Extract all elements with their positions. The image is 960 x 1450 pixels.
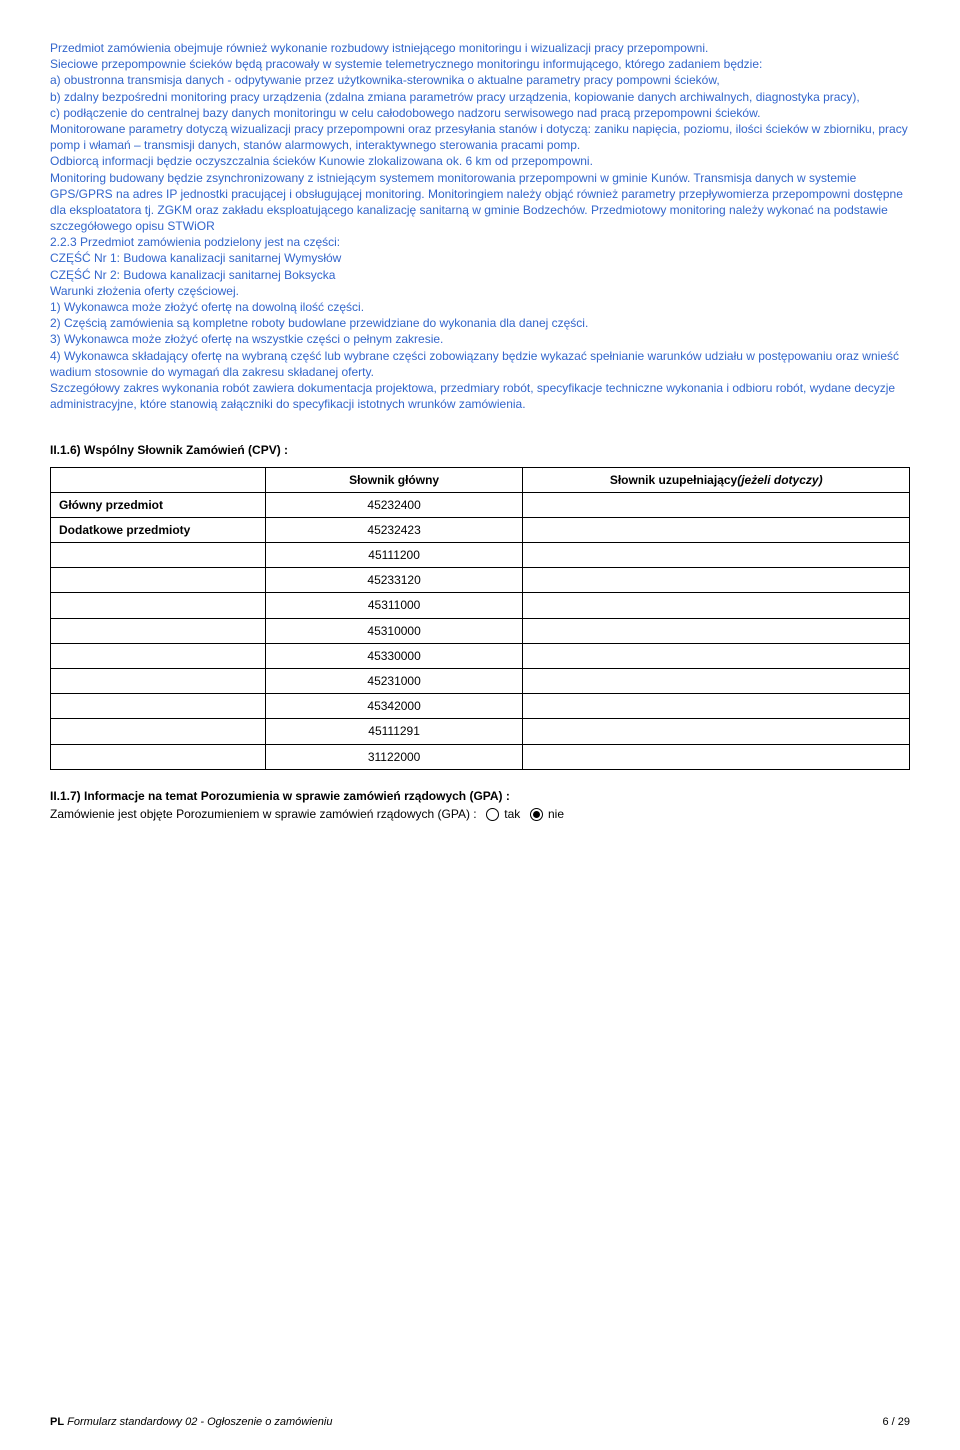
cpv-supp-3 <box>523 593 910 618</box>
body-p17: 4) Wykonawca składający ofertę na wybran… <box>50 348 910 380</box>
cpv-header-row: Słownik główny Słownik uzupełniający(jeż… <box>51 467 910 492</box>
body-p10: 2.2.3 Przedmiot zamówienia podzielony je… <box>50 234 910 250</box>
description-body: Przedmiot zamówienia obejmuje również wy… <box>50 40 910 412</box>
cpv-empty-7 <box>51 694 266 719</box>
cpv-empty-6 <box>51 669 266 694</box>
cpv-header-empty <box>51 467 266 492</box>
cpv-empty-3 <box>51 593 266 618</box>
cpv-empty-4 <box>51 618 266 643</box>
body-p5: c) podłączenie do centralnej bazy danych… <box>50 105 910 121</box>
cpv-header-supp: Słownik uzupełniający(jeżeli dotyczy) <box>523 467 910 492</box>
footer-text: Formularz standardowy 02 - Ogłoszenie o … <box>67 1416 332 1428</box>
cpv-main-label-text: Główny przedmiot <box>59 498 163 512</box>
gpa-no-radio[interactable] <box>530 808 543 821</box>
cpv-empty-5 <box>51 643 266 668</box>
cpv-supp-1 <box>523 543 910 568</box>
footer-code: PL <box>50 1416 64 1428</box>
cpv-add-row-9: 31122000 <box>51 744 910 769</box>
cpv-code-9: 31122000 <box>265 744 523 769</box>
page-footer: PL Formularz standardowy 02 - Ogłoszenie… <box>50 1415 910 1430</box>
cpv-code-5: 45330000 <box>265 643 523 668</box>
cpv-add-row-7: 45342000 <box>51 694 910 719</box>
cpv-main-supp <box>523 492 910 517</box>
cpv-empty-2 <box>51 568 266 593</box>
cpv-code-7: 45342000 <box>265 694 523 719</box>
cpv-main-label: Główny przedmiot <box>51 492 266 517</box>
cpv-add-row-2: 45233120 <box>51 568 910 593</box>
body-p16: 3) Wykonawca może złożyć ofertę na wszys… <box>50 331 910 347</box>
cpv-supp-6 <box>523 669 910 694</box>
cpv-table: Słownik główny Słownik uzupełniający(jeż… <box>50 467 910 770</box>
body-p9: dla eksploatatora tj. ZGKM oraz zakładu … <box>50 202 910 234</box>
body-p11: CZĘŚĆ Nr 1: Budowa kanalizacji sanitarne… <box>50 250 910 266</box>
cpv-main-row: Główny przedmiot 45232400 <box>51 492 910 517</box>
gpa-yes-label: tak <box>504 807 520 821</box>
body-p14: 1) Wykonawca może złożyć ofertę na dowol… <box>50 299 910 315</box>
cpv-add-row-6: 45231000 <box>51 669 910 694</box>
gpa-yes-radio[interactable] <box>486 808 499 821</box>
cpv-code-2: 45233120 <box>265 568 523 593</box>
body-p13: Warunki złożenia oferty częściowej. <box>50 283 910 299</box>
cpv-add-label-text: Dodatkowe przedmioty <box>59 523 190 537</box>
footer-left: PL Formularz standardowy 02 - Ogłoszenie… <box>50 1415 332 1430</box>
cpv-supp-9 <box>523 744 910 769</box>
body-p6: Monitorowane parametry dotyczą wizualiza… <box>50 121 910 153</box>
cpv-supp-0 <box>523 517 910 542</box>
body-p8: Monitoring budowany będzie zsynchronizow… <box>50 170 910 202</box>
cpv-supp-7 <box>523 694 910 719</box>
body-p12: CZĘŚĆ Nr 2: Budowa kanalizacji sanitarne… <box>50 267 910 283</box>
cpv-empty-8 <box>51 719 266 744</box>
body-p15: 2) Częścią zamówienia są kompletne robot… <box>50 315 910 331</box>
gpa-no-label: nie <box>548 807 564 821</box>
cpv-add-row-3: 45311000 <box>51 593 910 618</box>
cpv-heading: II.1.6) Wspólny Słownik Zamówień (CPV) : <box>50 442 910 458</box>
cpv-add-row-4: 45310000 <box>51 618 910 643</box>
body-p7: Odbiorcą informacji będzie oczyszczalnia… <box>50 153 910 169</box>
cpv-main-value: 45232400 <box>265 492 523 517</box>
gpa-line: Zamówienie jest objęte Porozumieniem w s… <box>50 806 910 822</box>
cpv-header-main: Słownik główny <box>265 467 523 492</box>
cpv-supp-5 <box>523 643 910 668</box>
cpv-add-row-0: Dodatkowe przedmioty 45232423 <box>51 517 910 542</box>
gpa-text: Zamówienie jest objęte Porozumieniem w s… <box>50 807 477 821</box>
cpv-supp-2 <box>523 568 910 593</box>
body-p1: Przedmiot zamówienia obejmuje również wy… <box>50 40 910 56</box>
cpv-code-1: 45111200 <box>265 543 523 568</box>
body-p3: a) obustronna transmisja danych - odpyty… <box>50 72 910 88</box>
gpa-heading: II.1.7) Informacje na temat Porozumienia… <box>50 788 910 804</box>
cpv-header-supp-a: Słownik uzupełniający <box>610 473 737 487</box>
cpv-header-supp-b: (jeżeli dotyczy) <box>737 473 822 487</box>
body-p2: Sieciowe przepompownie ścieków będą prac… <box>50 56 910 72</box>
cpv-supp-8 <box>523 719 910 744</box>
cpv-empty-1 <box>51 543 266 568</box>
cpv-code-3: 45311000 <box>265 593 523 618</box>
cpv-code-0: 45232423 <box>265 517 523 542</box>
cpv-add-row-8: 45111291 <box>51 719 910 744</box>
cpv-empty-9 <box>51 744 266 769</box>
cpv-code-4: 45310000 <box>265 618 523 643</box>
cpv-supp-4 <box>523 618 910 643</box>
cpv-add-row-1: 45111200 <box>51 543 910 568</box>
cpv-code-6: 45231000 <box>265 669 523 694</box>
body-p18: Szczegółowy zakres wykonania robót zawie… <box>50 380 910 412</box>
footer-page-number: 6 / 29 <box>882 1415 910 1430</box>
cpv-code-8: 45111291 <box>265 719 523 744</box>
body-p4: b) zdalny bezpośredni monitoring pracy u… <box>50 89 910 105</box>
cpv-add-row-5: 45330000 <box>51 643 910 668</box>
cpv-add-label: Dodatkowe przedmioty <box>51 517 266 542</box>
